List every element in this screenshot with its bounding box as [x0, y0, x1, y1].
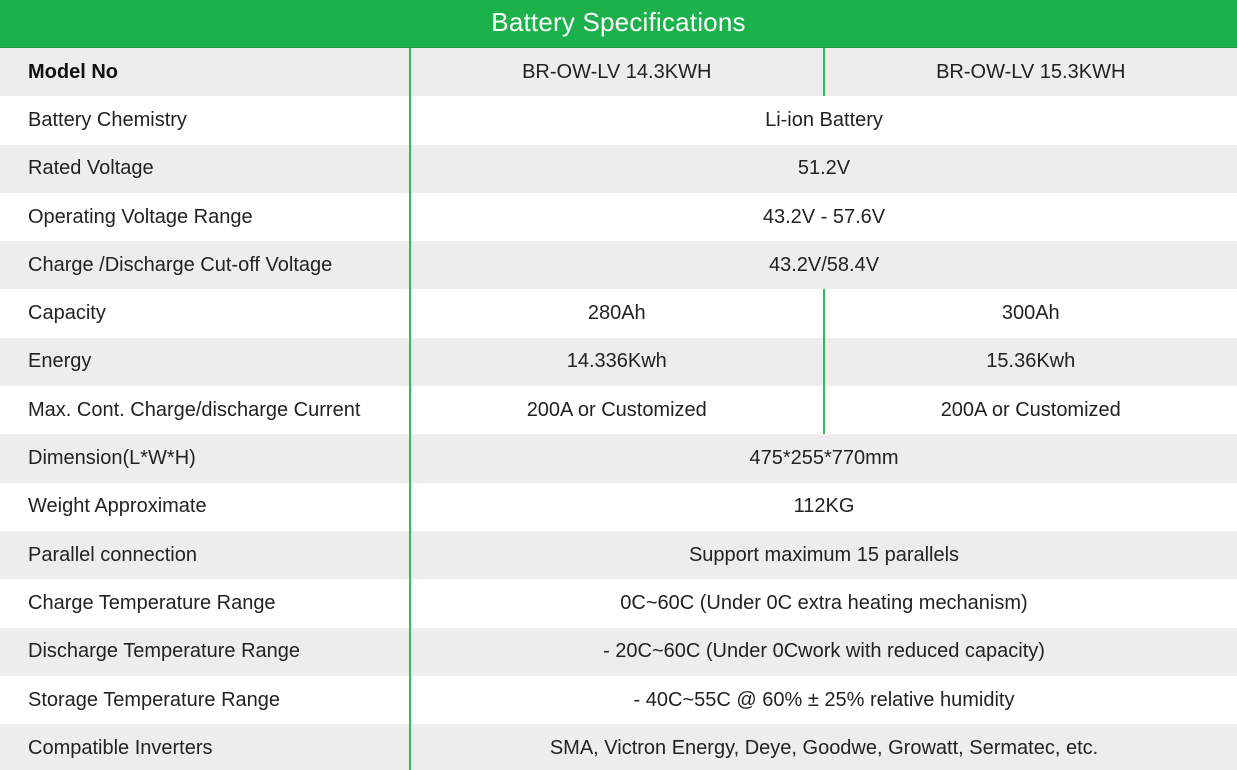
spec-label: Rated Voltage	[0, 144, 411, 193]
spec-value: - 20C~60C (Under 0Cwork with reduced cap…	[410, 627, 1237, 676]
spec-label: Operating Voltage Range	[0, 192, 411, 242]
table-row: Operating Voltage Range 43.2V - 57.6V	[0, 192, 1237, 242]
spec-value: 475*255*770mm	[410, 434, 1237, 483]
spec-value: 43.2V/58.4V	[410, 241, 1237, 290]
page-title: Battery Specifications	[491, 7, 746, 37]
spec-value: 112KG	[410, 482, 1237, 531]
spec-value: 51.2V	[410, 144, 1237, 193]
table-row: Capacity 280Ah 300Ah	[0, 289, 1237, 338]
table-row: Max. Cont. Charge/discharge Current 200A…	[0, 386, 1237, 435]
spec-value: Support maximum 15 parallels	[410, 530, 1237, 580]
spec-value-model-1: 280Ah	[410, 289, 825, 338]
spec-value-model-2: 300Ah	[823, 289, 1237, 338]
spec-label: Dimension(L*W*H)	[0, 434, 411, 483]
spec-value-model-2: 15.36Kwh	[823, 337, 1237, 387]
spec-value: SMA, Victron Energy, Deye, Goodwe, Growa…	[410, 724, 1237, 770]
table-row: Battery Chemistry Li-ion Battery	[0, 96, 1237, 145]
table-row: Parallel connection Support maximum 15 p…	[0, 530, 1237, 580]
table-row: Discharge Temperature Range - 20C~60C (U…	[0, 627, 1237, 676]
spec-table: Model No BR-OW-LV 14.3KWH BR-OW-LV 15.3K…	[0, 48, 1237, 770]
table-row: Weight Approximate 112KG	[0, 482, 1237, 531]
table-header-row: Model No BR-OW-LV 14.3KWH BR-OW-LV 15.3K…	[0, 48, 1237, 97]
spec-value-model-2: 200A or Customized	[823, 386, 1237, 435]
model-name-2: BR-OW-LV 15.3KWH	[823, 48, 1237, 97]
spec-label: Compatible Inverters	[0, 724, 411, 770]
spec-table-body: Model No BR-OW-LV 14.3KWH BR-OW-LV 15.3K…	[0, 48, 1237, 770]
table-row: Dimension(L*W*H) 475*255*770mm	[0, 434, 1237, 483]
spec-label: Capacity	[0, 289, 411, 338]
spec-value: 43.2V - 57.6V	[410, 192, 1237, 242]
spec-label: Storage Temperature Range	[0, 675, 411, 725]
table-row: Storage Temperature Range - 40C~55C @ 60…	[0, 675, 1237, 725]
spec-label: Energy	[0, 337, 411, 387]
table-row: Energy 14.336Kwh 15.36Kwh	[0, 337, 1237, 387]
spec-label: Charge /Discharge Cut-off Voltage	[0, 241, 411, 290]
spec-value: - 40C~55C @ 60% ± 25% relative humidity	[410, 675, 1237, 725]
table-row: Charge Temperature Range 0C~60C (Under 0…	[0, 579, 1237, 628]
spec-label: Discharge Temperature Range	[0, 627, 411, 676]
spec-value: Li-ion Battery	[410, 96, 1237, 145]
spec-label: Weight Approximate	[0, 482, 411, 531]
spec-value-model-1: 14.336Kwh	[410, 337, 825, 387]
title-bar: Battery Specifications	[0, 0, 1237, 48]
spec-label: Charge Temperature Range	[0, 579, 411, 628]
table-row: Compatible Inverters SMA, Victron Energy…	[0, 724, 1237, 770]
spec-label: Parallel connection	[0, 530, 411, 580]
table-row: Rated Voltage 51.2V	[0, 144, 1237, 193]
table-row: Charge /Discharge Cut-off Voltage 43.2V/…	[0, 241, 1237, 290]
model-no-label: Model No	[0, 48, 411, 97]
spec-label: Battery Chemistry	[0, 96, 411, 145]
spec-value: 0C~60C (Under 0C extra heating mechanism…	[410, 579, 1237, 628]
spec-value-model-1: 200A or Customized	[410, 386, 825, 435]
model-name-1: BR-OW-LV 14.3KWH	[410, 48, 825, 97]
spec-label: Max. Cont. Charge/discharge Current	[0, 386, 411, 435]
